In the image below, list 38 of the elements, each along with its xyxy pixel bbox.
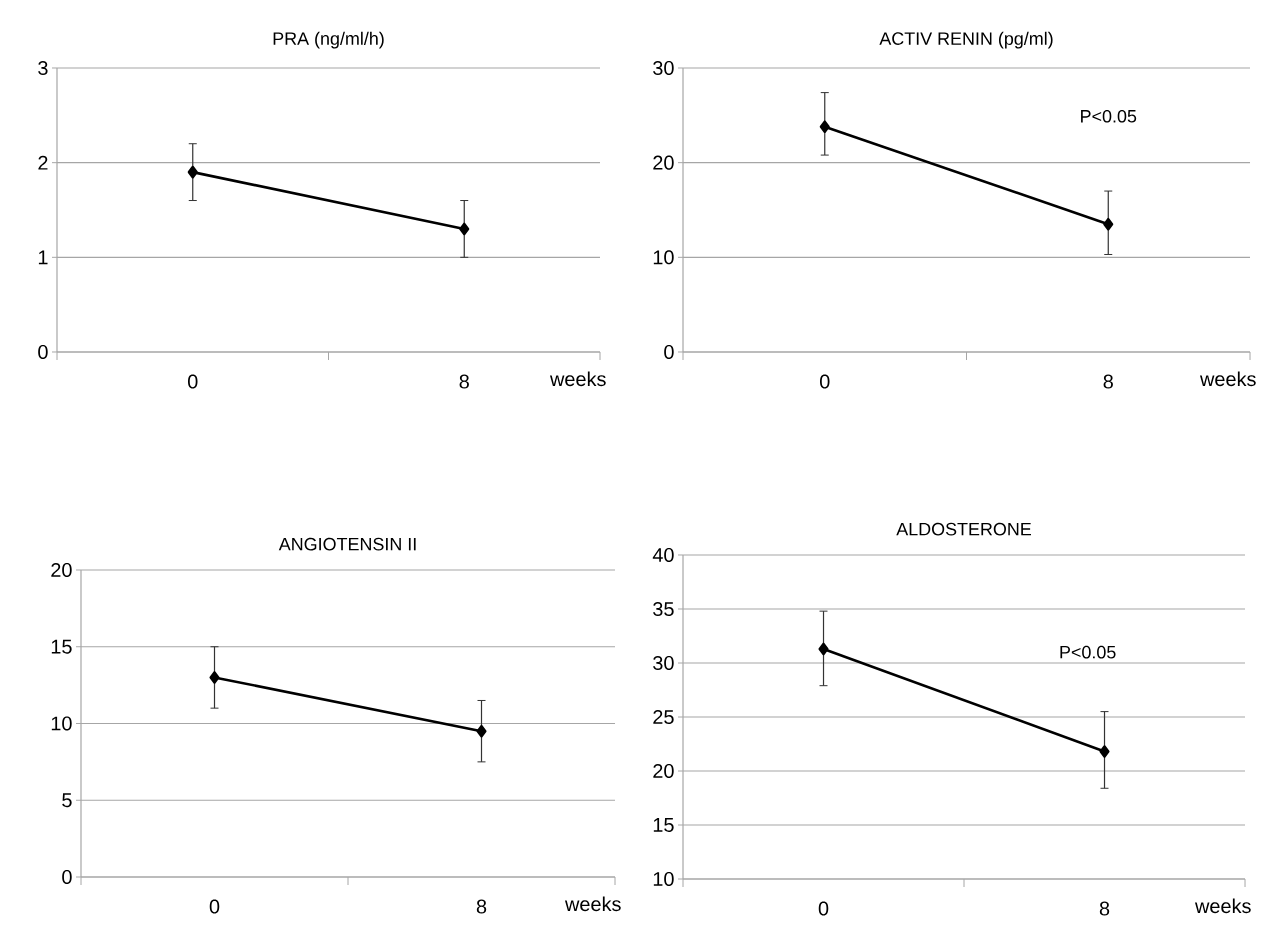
y-tick-label: 40 bbox=[652, 547, 674, 563]
x-tick-label: 0 bbox=[209, 899, 220, 914]
y-tick-label: 35 bbox=[653, 601, 674, 617]
y-tick-label: 30 bbox=[653, 60, 674, 76]
y-tick-label: 2 bbox=[38, 155, 48, 170]
y-tick-label: 30 bbox=[653, 655, 674, 671]
y-tick-label: 15 bbox=[51, 639, 72, 654]
y-tick-label: 3 bbox=[38, 60, 48, 76]
y-tick-label: 10 bbox=[51, 716, 72, 731]
x-tick-label: 0 bbox=[820, 374, 830, 389]
x-axis-title: weeks bbox=[564, 896, 621, 912]
annotation: P<0.05 bbox=[1060, 645, 1116, 659]
y-tick-label: 15 bbox=[653, 818, 674, 832]
y-tick-label: 20 bbox=[51, 562, 72, 578]
y-tick-label: 20 bbox=[653, 763, 674, 779]
y-tick-label: 0 bbox=[664, 344, 674, 360]
y-tick-label: 10 bbox=[653, 250, 674, 265]
y-tick-label: 5 bbox=[62, 793, 72, 808]
chart-title: PRA (ng/ml/h) bbox=[273, 31, 384, 49]
x-axis-title: weeks bbox=[1199, 371, 1256, 387]
x-tick-label: 8 bbox=[459, 374, 469, 389]
chart-title: ACTIV RENIN (pg/ml) bbox=[879, 31, 1053, 49]
x-tick-label: 0 bbox=[818, 901, 829, 916]
x-tick-label: 8 bbox=[1099, 901, 1110, 916]
y-tick-label: 0 bbox=[62, 869, 72, 885]
y-tick-label: 0 bbox=[38, 344, 48, 360]
y-tick-label: 25 bbox=[653, 709, 674, 725]
x-axis-title: weeks bbox=[549, 371, 606, 387]
y-tick-label: 20 bbox=[653, 155, 674, 170]
chart-title: ANGIOTENSIN II bbox=[278, 537, 416, 551]
chart-title: ALDOSTERONE bbox=[896, 522, 1031, 536]
x-tick-label: 0 bbox=[187, 374, 198, 389]
y-tick-label: 1 bbox=[38, 250, 48, 265]
annotation: P<0.05 bbox=[1081, 109, 1137, 123]
x-tick-label: 8 bbox=[476, 899, 487, 914]
y-tick-label: 10 bbox=[653, 871, 674, 887]
x-axis-title: weeks bbox=[1194, 898, 1251, 914]
x-tick-label: 8 bbox=[1103, 374, 1113, 389]
